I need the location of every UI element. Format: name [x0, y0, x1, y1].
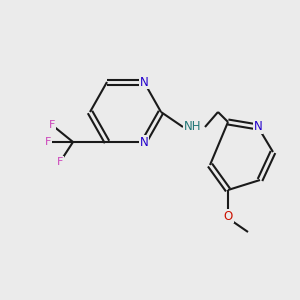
- Text: NH: NH: [184, 121, 202, 134]
- Text: F: F: [57, 157, 63, 167]
- Text: O: O: [224, 209, 232, 223]
- Text: N: N: [254, 121, 262, 134]
- Text: F: F: [49, 120, 55, 130]
- Text: F: F: [45, 137, 51, 147]
- Text: N: N: [140, 76, 148, 88]
- Text: N: N: [140, 136, 148, 148]
